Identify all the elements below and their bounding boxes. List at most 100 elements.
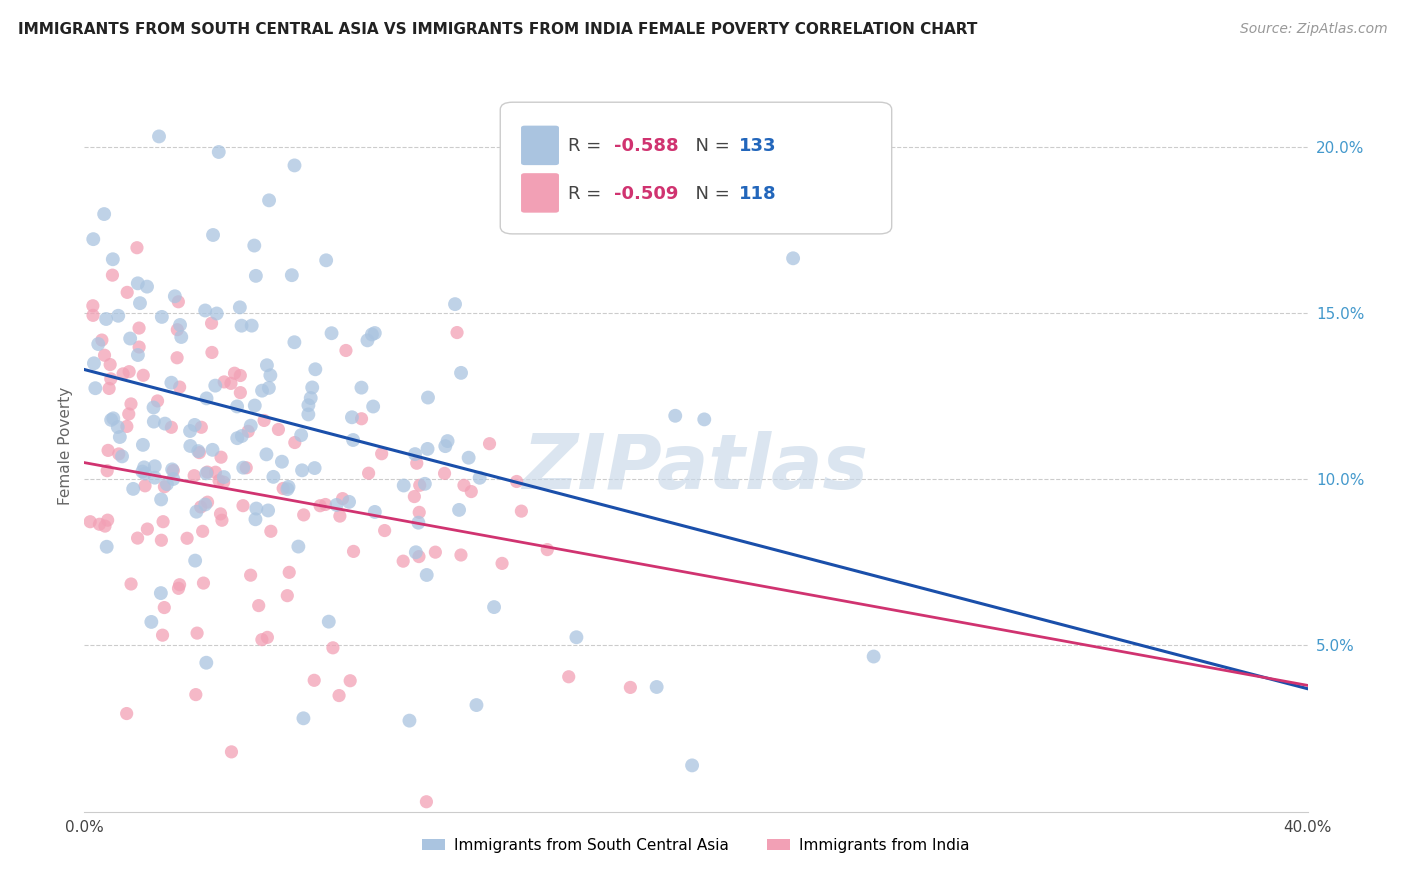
Point [94,312,117,326]
Point [342,433,364,447]
Point [276,589,298,603]
Point [107,420,129,434]
Point [278,566,301,580]
Point [120,332,142,346]
Point [329,509,352,524]
Point [96,540,118,554]
Point [89,517,111,532]
Point [112,367,135,381]
Point [243,399,266,413]
Point [257,503,280,517]
Point [645,680,668,694]
Point [205,306,228,320]
Point [108,430,131,444]
Point [413,476,436,491]
Point [229,385,252,400]
Point [120,397,142,411]
Text: IMMIGRANTS FROM SOUTH CENTRAL ASIA VS IMMIGRANTS FROM INDIA FEMALE POVERTY CORRE: IMMIGRANTS FROM SOUTH CENTRAL ASIA VS IM… [18,22,977,37]
Point [409,478,432,492]
Point [212,375,235,389]
Text: 133: 133 [738,137,776,155]
Point [304,362,326,376]
Point [297,408,319,422]
Point [505,475,527,489]
Point [101,268,124,282]
Point [350,411,373,425]
Point [318,615,340,629]
Text: -0.588: -0.588 [614,137,679,155]
Point [82,309,104,323]
Point [433,467,456,481]
Point [167,294,190,309]
Point [361,327,384,342]
Point [166,323,188,337]
Point [408,505,430,519]
Point [103,411,125,425]
Point [405,456,427,470]
Point [111,450,134,464]
Point [190,420,212,434]
Point [162,464,184,478]
Point [212,470,235,484]
Point [87,337,110,351]
Point [195,392,218,406]
Point [141,615,163,629]
Point [271,482,294,496]
Point [143,459,166,474]
Point [415,795,437,809]
Point [93,348,115,362]
Point [291,463,314,477]
Point [257,381,280,395]
Point [468,471,491,485]
Point [357,467,380,481]
Point [231,429,253,443]
Point [281,268,304,282]
Point [444,297,467,311]
Point [152,515,174,529]
Point [245,268,267,283]
Point [425,545,447,559]
Point [194,498,217,512]
Point [302,673,325,688]
Point [179,439,201,453]
Point [83,356,105,370]
Point [297,398,319,412]
Point [96,464,118,478]
Point [153,417,176,431]
Point [97,513,120,527]
Point [150,533,173,548]
Point [153,600,176,615]
Point [79,515,101,529]
Point [315,253,337,268]
Point [146,393,169,408]
Text: 118: 118 [738,185,776,202]
Point [309,499,332,513]
Text: R =: R = [568,137,606,155]
Point [160,420,183,434]
Point [782,252,804,266]
Point [416,391,439,405]
Point [460,484,482,499]
Point [136,522,159,536]
Point [166,351,188,365]
Point [450,548,472,562]
Point [176,531,198,545]
Point [127,277,149,291]
Point [115,419,138,434]
FancyBboxPatch shape [501,103,891,234]
Point [153,480,176,494]
Point [208,145,231,159]
Point [299,391,322,405]
Point [450,366,472,380]
Point [193,576,215,591]
Point [162,472,184,486]
Point [283,335,305,350]
Point [245,512,267,526]
Point [132,460,155,475]
Point [321,326,343,341]
Point [408,516,430,530]
Point [211,513,233,527]
Point [148,129,170,144]
Point [94,519,117,533]
Point [200,316,222,330]
